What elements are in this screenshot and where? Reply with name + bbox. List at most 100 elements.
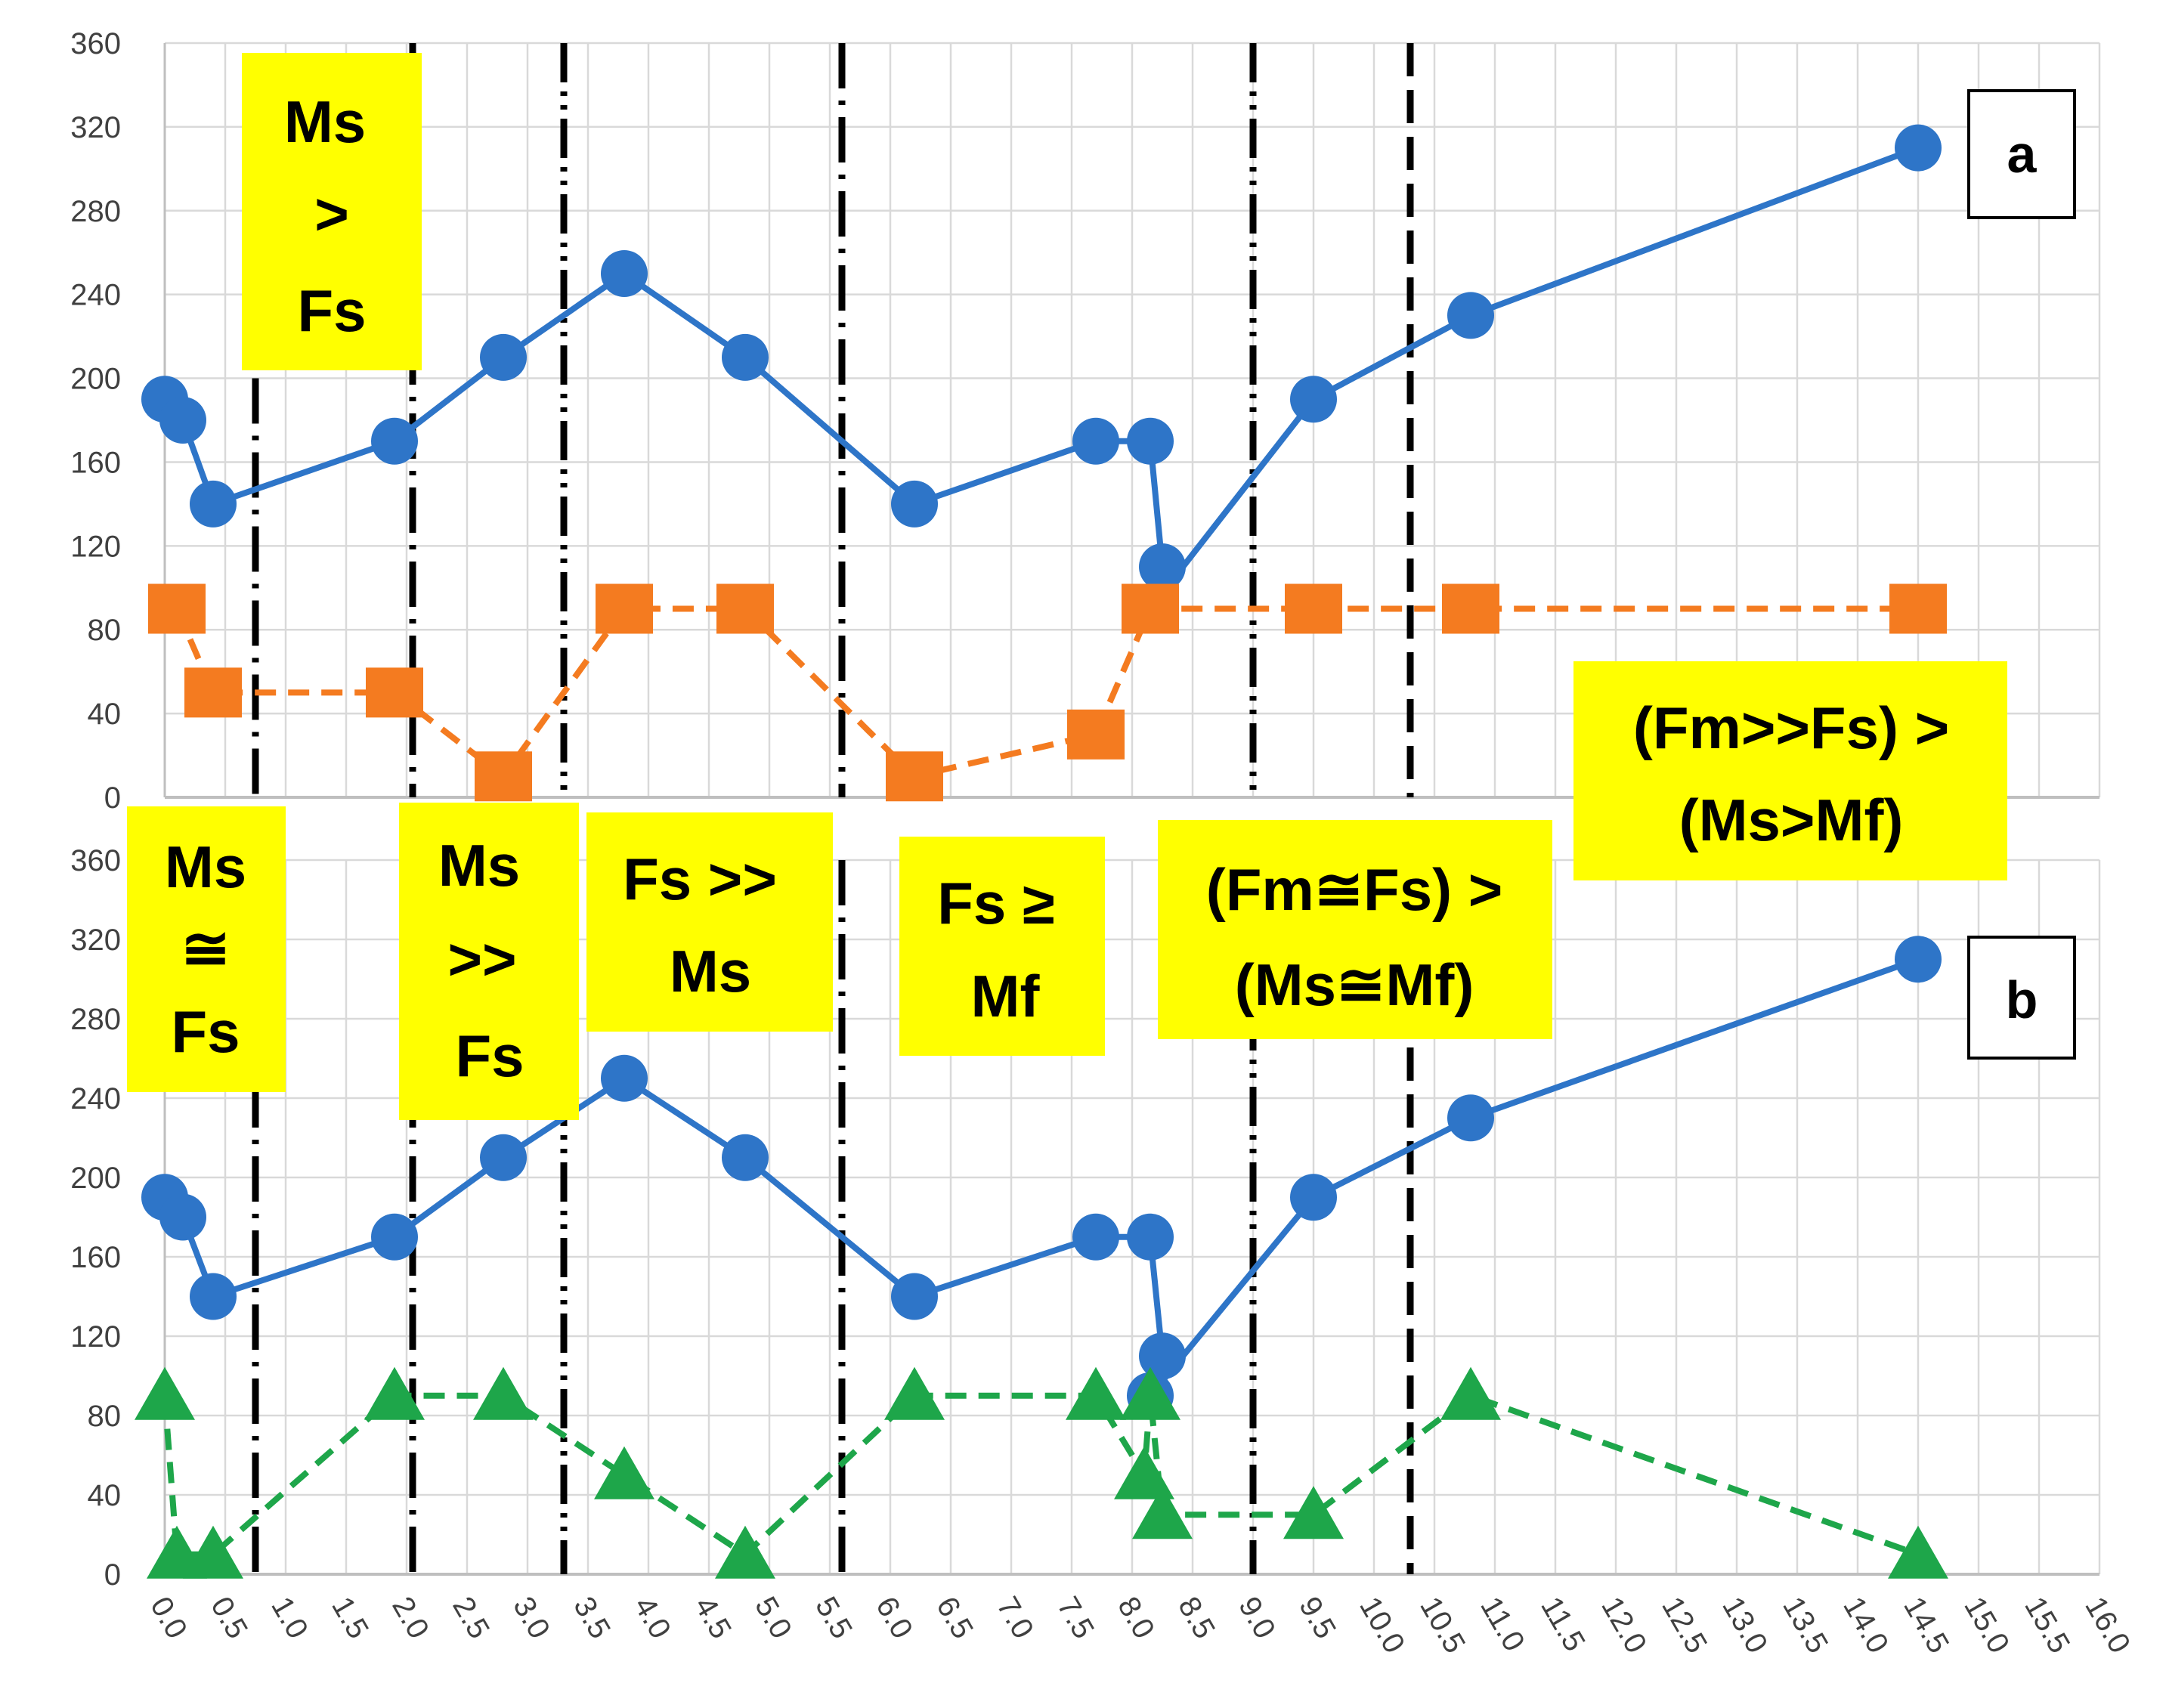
annotation-ms-gt-fs-line1: Ms — [284, 88, 366, 155]
annotation-fm-approx-fs-line2: (Ms≅Mf) — [1235, 951, 1474, 1018]
panel-b-series-green-point — [1283, 1486, 1344, 1539]
panel-b-series-green-point — [1132, 1486, 1193, 1539]
x-tick-label: 11.0 — [1474, 1592, 1531, 1657]
x-tick-label: 9.0 — [1232, 1592, 1282, 1645]
annotation-fm-approx-fs-line1: (Fm≅Fs) > — [1206, 856, 1503, 923]
annotation-fs-ge-mf-line1: Fs ≥ — [937, 870, 1055, 936]
panel-b-y-tick-label: 320 — [70, 924, 121, 957]
annotation-ms-approx-fs-line2: ≅ — [181, 915, 230, 982]
panel-b-y-tick-label: 0 — [104, 1558, 121, 1592]
x-tick-label: 14.0 — [1836, 1592, 1895, 1659]
panel-b-series-blue-point — [1895, 936, 1942, 983]
panel-b-y-tick-label: 240 — [70, 1082, 121, 1115]
x-tick-label: 1.0 — [265, 1592, 314, 1645]
x-tick-label: 7.5 — [1051, 1592, 1100, 1645]
panel-a-y-tick-label: 40 — [88, 698, 122, 731]
x-tick-label: 0.5 — [204, 1592, 254, 1645]
x-tick-label: 13.5 — [1776, 1592, 1834, 1659]
x-tick-label: 5.0 — [748, 1592, 798, 1645]
panel-a-series-blue-point — [722, 333, 769, 381]
panel-b-series-green-point — [473, 1366, 534, 1420]
panel-a-series-orange-point — [886, 751, 943, 802]
x-tick-label: 8.0 — [1111, 1592, 1161, 1645]
panel-b-series-blue-point — [159, 1193, 206, 1241]
panel-a-grid — [163, 42, 2101, 799]
panel-b-series-green-point — [364, 1366, 425, 1420]
panel-a-series-orange-point — [148, 583, 206, 634]
annotation-fs-gg-ms-line1: Fs >> — [623, 846, 777, 912]
x-tick-label: 5.5 — [809, 1592, 859, 1645]
annotation-fs-gg-ms: Fs >> Ms — [586, 812, 833, 1032]
panel-b-series-blue-point — [1139, 1332, 1186, 1380]
panel-a-y-tick-label: 360 — [70, 27, 121, 60]
annotation-fm-approx-fs: (Fm≅Fs) > (Ms≅Mf) — [1158, 820, 1552, 1039]
panel-label-b-text: b — [2006, 970, 2038, 1029]
x-tick-label: 6.0 — [869, 1592, 919, 1645]
x-tick-label: 12.0 — [1595, 1592, 1653, 1659]
panel-a-series-orange-line — [174, 605, 1918, 780]
panel-a-series-orange-point — [1122, 583, 1179, 634]
panel-b-series-green-point — [1440, 1366, 1501, 1420]
panel-a-y-tick-label: 0 — [104, 781, 121, 815]
panel-b-series-green-point — [1114, 1446, 1174, 1499]
panel-b-y-tick-label: 40 — [88, 1479, 122, 1512]
panel-a-series-orange-point — [1889, 583, 1947, 634]
annotation-ms-gg-fs-line1: Ms — [438, 832, 520, 899]
panel-b-series-blue-point — [1127, 1213, 1174, 1261]
annotation-boxes: Ms > Fs Ms ≅ Fs Ms >> Fs Fs >> Ms Fs ≥ M… — [127, 53, 2007, 1120]
annotation-ms-gt-fs-line2: > — [314, 181, 349, 247]
panel-b-series-blue-point — [480, 1134, 527, 1181]
panel-a-series-orange-point — [1442, 583, 1499, 634]
x-tick-label: 1.5 — [325, 1592, 375, 1645]
panel-a-series-blue-point — [1127, 417, 1174, 465]
panel-a-y-tick-label: 280 — [70, 195, 121, 228]
x-tick-label: 15.0 — [1957, 1592, 2016, 1659]
panel-b-series-blue-point — [1290, 1174, 1337, 1221]
x-tick-label: 11.5 — [1534, 1592, 1592, 1657]
panel-a-series-orange-point — [366, 667, 423, 718]
annotation-ms-gt-fs: Ms > Fs — [242, 53, 422, 370]
annotation-fm-gg-fs: (Fm>>Fs) > (Ms>Mf) — [1573, 661, 2007, 880]
x-tick-label: 15.5 — [2018, 1592, 2076, 1659]
annotation-fm-gg-fs-line2: (Ms>Mf) — [1679, 787, 1904, 853]
x-tick-label: 2.0 — [385, 1592, 435, 1645]
panel-a-series-blue-point — [1139, 543, 1186, 591]
x-tick-label: 7.0 — [990, 1592, 1040, 1645]
panel-label-b: b — [1967, 936, 2076, 1060]
annotation-ms-approx-fs-line1: Ms — [165, 834, 246, 900]
panel-b-y-tick-label: 200 — [70, 1162, 121, 1195]
annotation-ms-approx-fs: Ms ≅ Fs — [127, 806, 286, 1092]
panel-label-a: a — [1967, 89, 2076, 219]
panel-a-series-blue-point — [371, 417, 418, 465]
panel-b-series-blue-point — [601, 1054, 648, 1102]
panel-b-series-blue-point — [1447, 1094, 1494, 1142]
panel-a-series-orange-point — [1067, 709, 1125, 760]
panel-b-series-blue-point — [190, 1273, 237, 1320]
x-tick-label: 3.0 — [506, 1592, 556, 1645]
panel-b-series-green-point — [1066, 1366, 1126, 1420]
x-tick-label: 6.5 — [930, 1592, 979, 1645]
x-tick-label: 10.0 — [1353, 1592, 1411, 1659]
panel-a-y-tick-label: 200 — [70, 363, 121, 396]
panel-a-series-orange-point — [596, 583, 653, 634]
panel-b-series-green-point — [183, 1525, 243, 1579]
panel-a-y-tick-label: 160 — [70, 446, 121, 479]
annotation-ms-gg-fs-line2: >> — [447, 926, 516, 992]
panel-label-a-text: a — [2007, 125, 2038, 184]
panel-a-series-blue-point — [159, 397, 206, 444]
panel-a-series-orange-point — [184, 667, 242, 718]
panel-a-series-blue-point — [190, 480, 237, 528]
panel-b-series-green-point — [1888, 1525, 1948, 1579]
x-tick-label: 9.5 — [1292, 1592, 1342, 1645]
panel-b-series-green-point — [594, 1446, 654, 1499]
panel-b-series-green-point — [884, 1366, 945, 1420]
panel-b-series-blue-point — [891, 1273, 938, 1320]
panel-b-y-tick-label: 280 — [70, 1003, 121, 1036]
panel-a-y-tick-label: 120 — [70, 530, 121, 563]
annotation-fs-gg-ms-line2: Ms — [670, 938, 751, 1004]
panel-a-series-orange-point — [1285, 583, 1342, 634]
annotation-ms-gt-fs-line3: Fs — [297, 277, 366, 344]
panel-b-series-green-point — [135, 1366, 195, 1420]
annotation-ms-gg-fs: Ms >> Fs — [399, 803, 579, 1120]
panel-b-series-green-line — [162, 1392, 1920, 1558]
